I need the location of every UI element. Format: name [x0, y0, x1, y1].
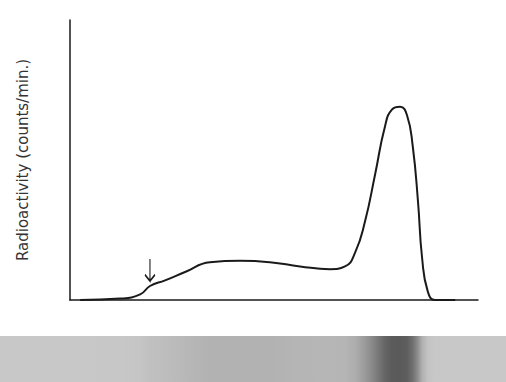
svg-text:Radioactivity (counts/min.): Radioactivity (counts/min.)	[14, 59, 32, 261]
